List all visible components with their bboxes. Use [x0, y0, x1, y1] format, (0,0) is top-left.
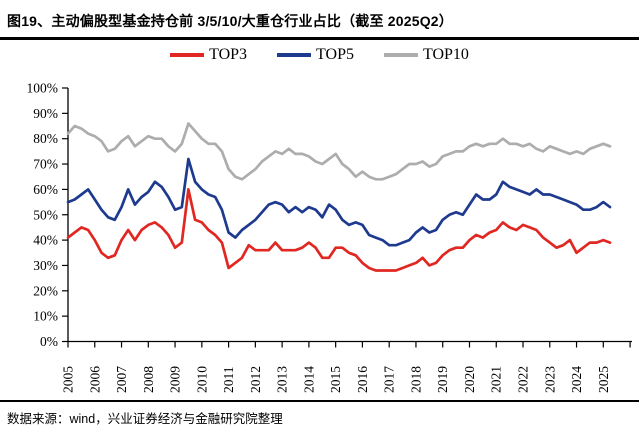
y-tick-label: 40% — [33, 233, 58, 248]
y-tick-label: 70% — [33, 157, 58, 172]
top10-line — [66, 122, 612, 181]
x-tick-label: 2016 — [355, 366, 370, 393]
x-axis-labels: 2005 2006 2007 2008 2009 2010 2011 2012 2013 2014… — [61, 366, 611, 393]
x-tick-label: 2025 — [596, 366, 611, 393]
x-tick-label: 2009 — [168, 366, 183, 393]
legend-item-top5: TOP5 — [277, 47, 354, 63]
x-tick-label: 2015 — [328, 366, 343, 393]
x-tick-label: 2021 — [489, 366, 504, 393]
legend-item-top3: TOP3 — [170, 47, 247, 63]
chart-title: 图19、主动偏股型基金持仓前 3/5/10/大重仓行业占比（截至 2025Q2） — [0, 0, 639, 40]
x-tick-label: 2017 — [382, 366, 397, 393]
y-tick-label: 100% — [27, 81, 59, 96]
x-tick-label: 2013 — [275, 366, 290, 393]
top5-line — [66, 157, 612, 247]
x-tick-label: 2011 — [221, 367, 236, 394]
x-tick-label: 2005 — [61, 366, 76, 393]
y-tick-label: 50% — [33, 207, 58, 222]
x-tick-label: 2022 — [516, 366, 531, 393]
x-tick-label: 2019 — [435, 366, 450, 393]
line-chart-plot: 0%10%20%30%40%50%60%70%80%90%100% 2005 20… — [27, 81, 632, 393]
y-axis-labels: 0% 10% 20% 30% 40% 50% 60% 70% 80% 90% 100% — [27, 81, 59, 350]
source-note: 数据来源：wind，兴业证券经济与金融研究院整理 — [0, 400, 639, 432]
y-tick-label: 60% — [33, 182, 58, 197]
y-tick-label: 0% — [40, 334, 58, 349]
x-tick-label: 2020 — [462, 366, 477, 393]
x-tick-label: 2008 — [141, 366, 156, 393]
x-tick-label: 2006 — [87, 366, 102, 393]
top3-line-swatch — [170, 53, 205, 57]
x-tick-label: 2010 — [194, 366, 209, 393]
y-tick-label: 80% — [33, 131, 58, 146]
series-lines — [66, 122, 612, 272]
x-tick-label: 2014 — [301, 366, 316, 393]
y-tick-label: 10% — [33, 309, 58, 324]
y-tick-label: 30% — [33, 258, 58, 273]
y-tick-label: 90% — [33, 106, 58, 121]
x-tick-label: 2023 — [542, 366, 557, 393]
x-tick-label: 2007 — [114, 366, 129, 393]
x-tick-label: 2024 — [569, 366, 584, 393]
y-tick-label: 20% — [33, 283, 58, 298]
x-tick-label: 2018 — [408, 366, 423, 393]
legend-item-top10: TOP10 — [383, 46, 469, 63]
legend-label-top5: TOP5 — [316, 46, 354, 63]
top10-line-swatch — [383, 53, 418, 57]
legend-label-top3: TOP3 — [209, 46, 248, 63]
axes — [62, 87, 632, 348]
top3-line — [66, 188, 612, 272]
top5-line-swatch — [277, 53, 312, 57]
legend: TOP3 TOP5 TOP10 — [0, 40, 639, 70]
legend-label-top10: TOP10 — [422, 46, 469, 63]
x-tick-label: 2012 — [248, 366, 263, 393]
